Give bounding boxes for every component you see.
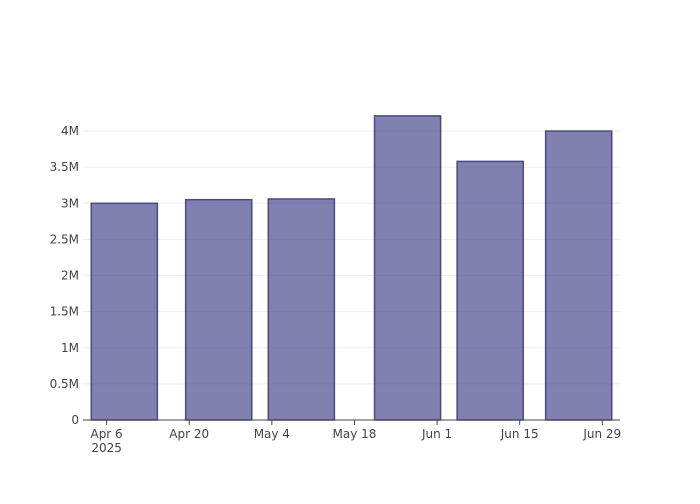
x-tick-label: Apr 6: [90, 427, 122, 441]
x-tick-label: Jun 1: [421, 427, 452, 441]
y-tick-label: 0.5M: [50, 377, 79, 391]
bar: [456, 160, 524, 421]
bar: [267, 198, 336, 421]
y-tick-label: 1M: [61, 341, 79, 355]
x-year-label: 2025: [91, 441, 122, 455]
bar: [184, 198, 253, 421]
x-tick-label: Jun 29: [582, 427, 621, 441]
y-tick-label: 2M: [61, 269, 79, 283]
x-tick-label: May 18: [332, 427, 376, 441]
y-tick-label: 3M: [61, 196, 79, 210]
bar: [544, 130, 613, 421]
x-tick-label: Apr 20: [169, 427, 209, 441]
x-tick-label: Jun 15: [500, 427, 539, 441]
y-tick-label: 1.5M: [50, 305, 79, 319]
y-tick-label: 4M: [61, 124, 79, 138]
bar: [90, 202, 159, 421]
y-tick-label: 0: [71, 413, 79, 427]
y-tick-label: 3.5M: [50, 160, 79, 174]
y-tick-label: 2.5M: [50, 232, 79, 246]
x-tick-label: May 4: [254, 427, 290, 441]
bar: [373, 115, 442, 421]
